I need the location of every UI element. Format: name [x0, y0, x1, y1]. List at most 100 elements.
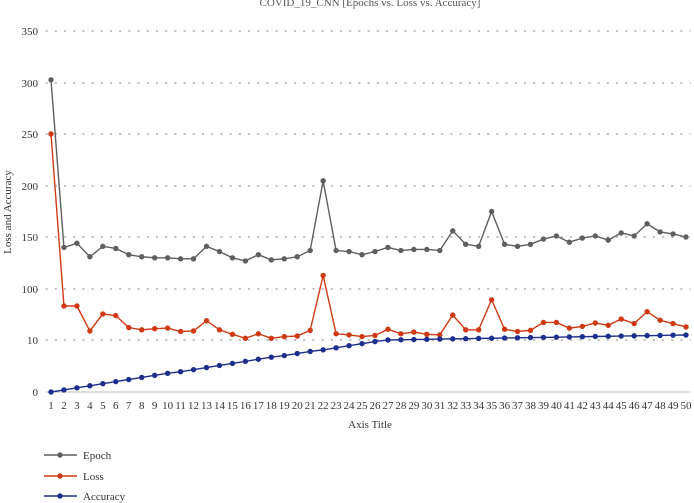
data-point [372, 338, 378, 345]
series-loss [48, 131, 689, 341]
x-tick-label: 43 [590, 400, 602, 412]
data-point [164, 370, 171, 376]
data-point [242, 258, 249, 264]
data-point [553, 233, 560, 239]
x-tick-label: 6 [113, 400, 119, 412]
y-tick-label: 200 [22, 181, 39, 193]
data-point [151, 255, 158, 261]
x-tick-label: 28 [395, 400, 407, 412]
x-tick-label: 49 [668, 400, 680, 412]
data-point [398, 337, 404, 343]
data-point [346, 343, 352, 349]
x-tick-label: 47 [642, 400, 654, 412]
data-point [437, 332, 443, 338]
x-tick-label: 46 [629, 400, 641, 412]
data-point [216, 362, 223, 369]
x-tick-label: 14 [214, 400, 226, 412]
data-point [605, 333, 611, 339]
data-point [527, 241, 534, 247]
data-point [320, 347, 326, 353]
data-point [527, 327, 534, 334]
series-epoch [48, 77, 689, 264]
x-tick-label: 37 [512, 400, 524, 412]
data-point [424, 336, 430, 343]
data-point [385, 326, 391, 332]
legend: Epoch Loss Accuracy [44, 450, 126, 503]
data-point [592, 333, 598, 340]
data-point [540, 319, 547, 326]
data-point [87, 328, 93, 334]
x-tick-label: 16 [240, 400, 252, 412]
data-point [100, 311, 106, 317]
y-axis-title: Loss and Accuracy [2, 170, 14, 254]
x-tick-label: 13 [201, 400, 213, 412]
y-tick-label: 100 [22, 284, 39, 296]
x-tick-label: 22 [318, 400, 329, 412]
data-point [203, 364, 210, 371]
data-point [359, 333, 365, 340]
x-tick-label: 8 [139, 400, 145, 412]
x-tick-label: 45 [616, 400, 628, 412]
x-tick-label: 20 [292, 400, 304, 412]
data-point [540, 236, 547, 242]
data-point [605, 237, 611, 243]
data-point [450, 228, 456, 234]
data-point [566, 334, 573, 340]
data-point [126, 251, 132, 258]
data-point [61, 303, 67, 309]
data-point [242, 358, 249, 365]
series-accuracy [48, 332, 689, 395]
data-point [216, 248, 223, 255]
y-tick-label: 350 [22, 26, 39, 38]
data-point [268, 257, 275, 263]
data-point [424, 331, 430, 338]
data-point [579, 235, 586, 241]
data-point [294, 333, 300, 339]
data-point [657, 229, 663, 235]
data-point [437, 336, 443, 342]
data-point [151, 372, 158, 379]
data-point [411, 246, 417, 253]
x-tick-label: 31 [434, 400, 445, 412]
data-point [411, 336, 417, 343]
y-tick-label: 0 [33, 387, 39, 399]
data-point [48, 77, 54, 83]
data-point [281, 256, 287, 262]
data-point [398, 247, 404, 254]
x-tick-label: 30 [421, 400, 433, 412]
x-tick-label: 34 [473, 400, 485, 412]
x-tick-label: 27 [382, 400, 394, 412]
data-point [139, 254, 145, 260]
legend-item-accuracy: Accuracy [44, 491, 126, 503]
data-point [618, 230, 624, 236]
data-point [683, 332, 689, 338]
data-point [501, 241, 508, 247]
data-point [683, 324, 689, 330]
data-point [605, 322, 611, 328]
x-tick-label: 7 [126, 400, 132, 412]
x-tick-label: 2 [61, 400, 67, 412]
data-point [48, 131, 54, 137]
x-tick-label: 1 [48, 400, 54, 412]
data-point [618, 316, 624, 322]
legend-item-loss: Loss [44, 471, 104, 483]
data-point [164, 325, 171, 331]
data-point [514, 243, 521, 250]
data-point [307, 327, 313, 334]
x-tick-label: 35 [486, 400, 498, 412]
x-tick-label: 11 [175, 400, 186, 412]
data-point [462, 335, 469, 342]
data-point [450, 312, 456, 318]
x-tick-label: 48 [655, 400, 667, 412]
data-point [424, 246, 430, 253]
data-point [126, 324, 132, 331]
x-tick-label: 9 [152, 400, 158, 412]
x-tick-label: 29 [408, 400, 420, 412]
data-point [177, 256, 184, 262]
data-point [346, 332, 352, 338]
data-point [553, 334, 560, 340]
data-point [566, 325, 573, 331]
data-point [333, 331, 339, 337]
data-point [229, 255, 236, 261]
data-point [670, 231, 676, 237]
